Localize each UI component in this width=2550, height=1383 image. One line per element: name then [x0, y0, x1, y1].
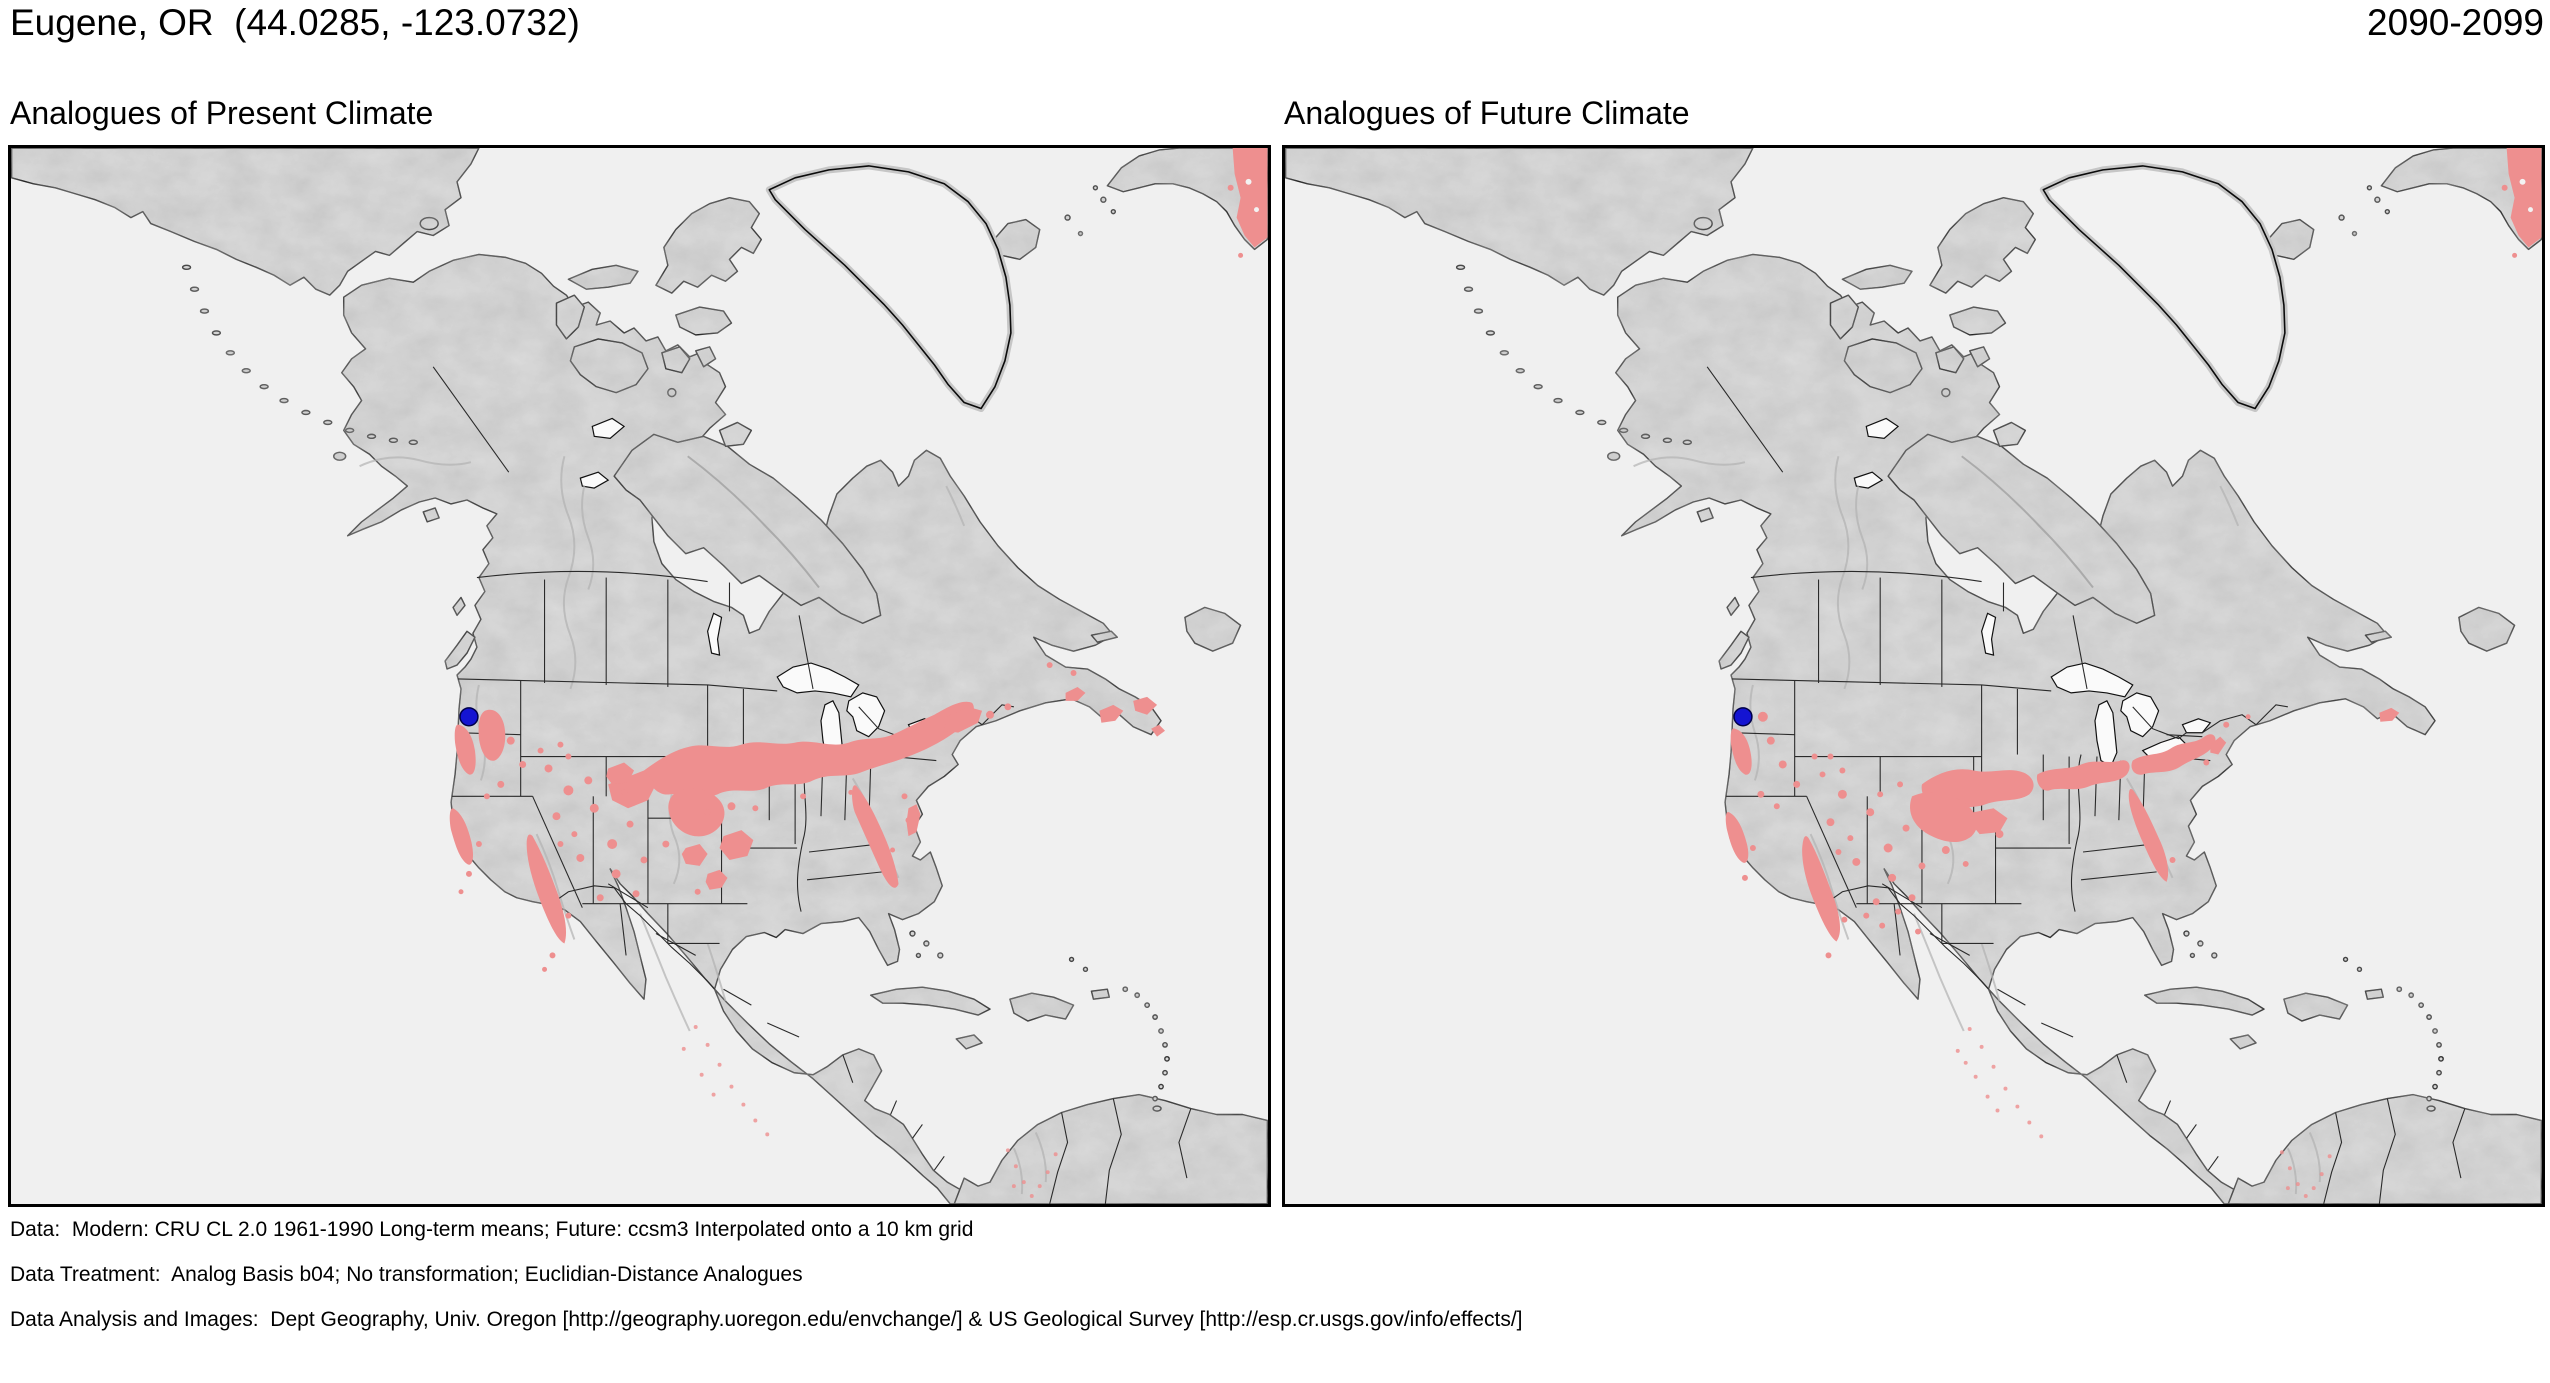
map-panel-future	[1282, 145, 2545, 1207]
panel-title-present: Analogues of Present Climate	[10, 95, 434, 131]
location-marker-eugene	[1733, 707, 1753, 727]
period-label: 2090-2099	[2367, 2, 2544, 43]
location-marker-eugene	[459, 707, 479, 727]
map-future	[1285, 148, 2542, 1204]
page-title: Eugene, OR (44.0285, -123.0732)	[10, 2, 580, 43]
caption-data-treatment: Data Treatment: Analog Basis b04; No tra…	[10, 1263, 803, 1286]
map-present	[11, 148, 1268, 1204]
caption-data-sources: Data: Modern: CRU CL 2.0 1961-1990 Long-…	[10, 1218, 974, 1241]
caption-credits: Data Analysis and Images: Dept Geography…	[10, 1308, 1523, 1331]
panel-title-future: Analogues of Future Climate	[1284, 95, 1690, 131]
map-panel-present	[8, 145, 1271, 1207]
